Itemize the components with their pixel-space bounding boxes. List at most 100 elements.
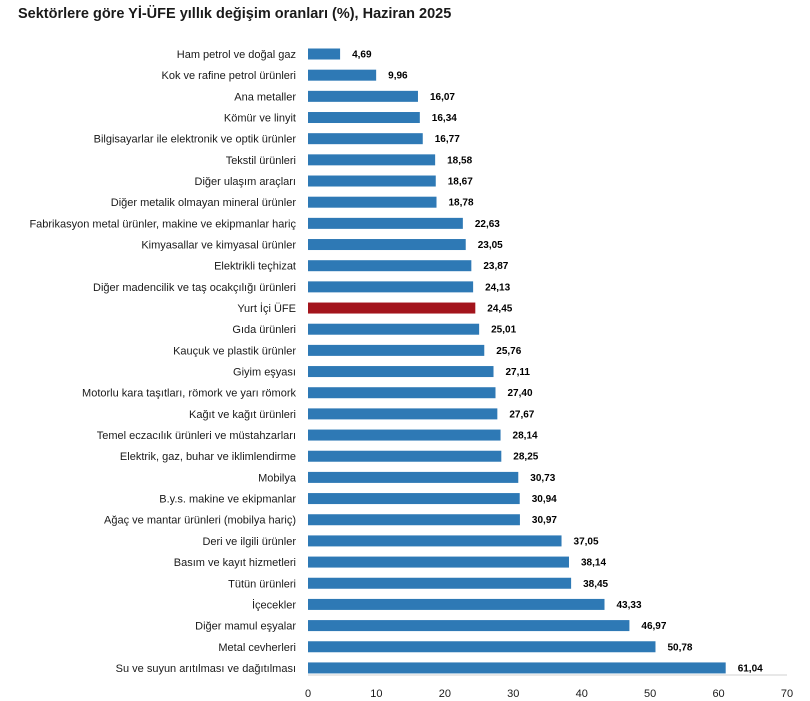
bar [308, 69, 377, 81]
value-label: 28,14 [513, 431, 538, 442]
category-label: Giyim eşyası [233, 367, 296, 379]
category-label: Kok ve rafine petrol ürünleri [161, 70, 296, 82]
category-label: Diğer metalik olmayan mineral ürünler [111, 197, 297, 209]
category-label: Tekstil ürünleri [226, 155, 296, 167]
category-label: Deri ve ilgili ürünler [202, 536, 296, 548]
bar [308, 196, 437, 208]
category-label: Ana metaller [234, 91, 296, 103]
bar [308, 662, 726, 674]
x-tick-label: 40 [576, 688, 588, 700]
value-label: 18,67 [448, 177, 473, 188]
category-label: Yurt İçi ÜFE [237, 302, 296, 315]
x-tick-label: 60 [712, 688, 724, 700]
category-label: Motorlu kara taşıtları, römork ve yarı r… [82, 388, 296, 400]
category-label: Mobilya [258, 472, 297, 484]
bar [308, 344, 485, 356]
bar [308, 90, 418, 102]
bar [308, 175, 436, 187]
bar [308, 577, 572, 589]
bar [308, 239, 466, 251]
category-label: Kömür ve linyit [224, 113, 296, 125]
bars-group: Ham petrol ve doğal gaz 4,69 Kok ve rafine… [29, 48, 763, 675]
category-label: Kimyasallar ve kimyasal ürünler [141, 240, 296, 252]
category-label: Diğer ulaşım araçları [195, 176, 296, 188]
bar [308, 48, 341, 60]
value-label: 16,77 [435, 134, 460, 145]
value-label: 9,96 [388, 71, 408, 82]
value-label: 16,34 [432, 113, 457, 124]
bar [308, 493, 520, 505]
value-label: 25,01 [491, 325, 516, 336]
value-label: 18,58 [447, 155, 472, 166]
bar [308, 471, 519, 483]
value-label: 61,04 [738, 663, 763, 674]
value-label: 4,69 [352, 50, 372, 61]
category-label: Basım ve kayıt hizmetleri [174, 557, 296, 569]
category-label: Ağaç ve mantar ürünleri (mobilya hariç) [104, 515, 296, 527]
value-label: 16,07 [430, 92, 455, 103]
bar [308, 620, 630, 632]
category-label: Su ve suyun arıtılması ve dağıtılması [116, 663, 296, 675]
bar [308, 323, 480, 335]
bar [308, 535, 562, 547]
category-label: Metal cevherleri [218, 642, 296, 654]
value-label: 23,05 [478, 240, 503, 251]
value-label: 23,87 [483, 261, 508, 272]
value-label: 24,13 [485, 282, 510, 293]
value-label: 30,73 [530, 473, 555, 484]
bar [308, 366, 494, 378]
bar [308, 429, 501, 441]
category-label: Temel eczacılık ürünleri ve müstahzarlar… [97, 430, 296, 442]
category-label: Gıda ürünleri [232, 324, 296, 336]
bar [308, 260, 472, 272]
bar [308, 387, 496, 399]
value-label: 37,05 [574, 536, 599, 547]
value-label: 18,78 [449, 198, 474, 209]
x-tick-label: 20 [439, 688, 451, 700]
value-label: 27,11 [506, 367, 531, 378]
category-label: Diğer madencilik ve taş ocakçılığı ürünl… [93, 282, 296, 294]
category-label: Tütün ürünleri [228, 578, 296, 590]
category-label: B.y.s. makine ve ekipmanlar [159, 494, 296, 506]
value-label: 27,40 [507, 388, 532, 399]
value-label: 50,78 [667, 642, 692, 653]
category-label: Fabrikasyon metal ürünler, makine ve eki… [29, 218, 296, 230]
value-label: 24,45 [487, 304, 512, 315]
category-label: Bilgisayarlar ile elektronik ve optik ür… [94, 134, 297, 146]
bar [308, 154, 436, 166]
bar [308, 302, 476, 314]
chart-title: Sektörlere göre Yİ-ÜFE yıllık değişim or… [18, 6, 452, 22]
category-label: Diğer mamul eşyalar [195, 621, 296, 633]
category-label: Kauçuk ve plastik ürünler [173, 345, 296, 357]
value-label: 43,33 [617, 600, 642, 611]
bar [308, 641, 656, 653]
x-tick-label: 0 [305, 688, 311, 700]
value-label: 22,63 [475, 219, 500, 230]
value-label: 46,97 [641, 621, 666, 632]
category-label: Elektrikli teçhizat [214, 261, 296, 273]
bar [308, 281, 474, 293]
value-label: 30,94 [532, 494, 557, 505]
value-label: 38,14 [581, 558, 606, 569]
bar [308, 514, 520, 526]
bar [308, 450, 502, 462]
x-tick-label: 50 [644, 688, 656, 700]
x-axis: 0 10 20 30 40 50 60 70 [305, 674, 793, 700]
bar [308, 556, 569, 568]
category-label: Ham petrol ve doğal gaz [177, 49, 296, 61]
bar [308, 217, 463, 229]
category-label: İçecekler [252, 598, 296, 611]
value-label: 27,67 [509, 409, 534, 420]
bar [308, 408, 498, 420]
x-tick-label: 30 [507, 688, 519, 700]
category-label: Kağıt ve kağıt ürünleri [189, 409, 296, 421]
x-tick-label: 10 [370, 688, 382, 700]
bar [308, 598, 605, 610]
category-label: Elektrik, gaz, buhar ve iklimlendirme [120, 451, 296, 463]
bar [308, 133, 423, 145]
value-label: 25,76 [496, 346, 521, 357]
x-tick-label: 70 [781, 688, 793, 700]
value-label: 38,45 [583, 579, 608, 590]
bar [308, 112, 420, 124]
